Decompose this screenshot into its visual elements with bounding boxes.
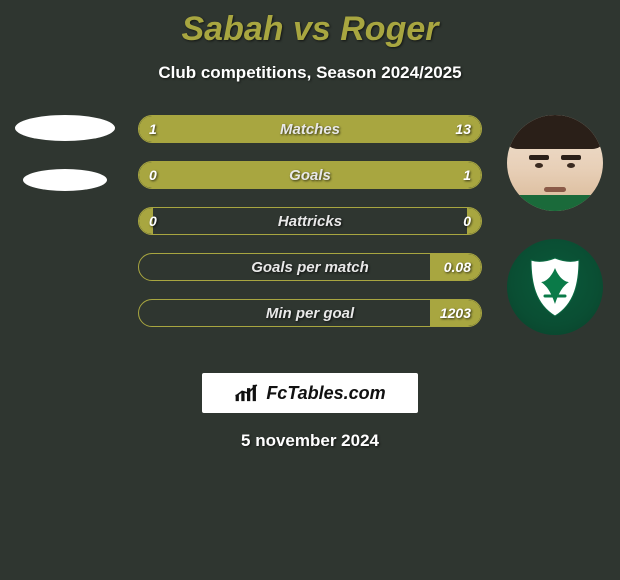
stat-value-left: 0	[149, 162, 157, 188]
left-player-avatar-placeholder	[15, 115, 115, 141]
left-player-column	[10, 115, 120, 219]
stat-value-right: 0	[463, 208, 471, 234]
branding-text: FcTables.com	[266, 383, 385, 404]
stat-row: Min per goal1203	[138, 299, 482, 327]
stat-value-right: 0.08	[444, 254, 471, 280]
bars-icon	[234, 383, 260, 403]
date-label: 5 november 2024	[0, 431, 620, 451]
page-title: Sabah vs Roger	[0, 0, 620, 49]
stat-row: Hattricks0 0	[138, 207, 482, 235]
stat-row: Matches1 13	[138, 115, 482, 143]
stat-value-right: 13	[455, 116, 471, 142]
stat-label: Matches	[139, 116, 481, 142]
stat-label: Min per goal	[139, 300, 481, 326]
branding-badge: FcTables.com	[202, 373, 418, 413]
stat-value-left: 1	[149, 116, 157, 142]
stat-value-right: 1203	[440, 300, 471, 326]
left-club-badge-placeholder	[23, 169, 107, 191]
right-player-column	[500, 115, 610, 363]
stat-value-left: 0	[149, 208, 157, 234]
stat-row: Goals per match0.08	[138, 253, 482, 281]
subtitle: Club competitions, Season 2024/2025	[0, 63, 620, 83]
right-player-avatar	[507, 115, 603, 211]
stat-bars: Matches113Goals01Hattricks00Goals per ma…	[138, 115, 482, 345]
right-club-badge	[507, 239, 603, 335]
stat-row: Goals0 1	[138, 161, 482, 189]
stat-label: Goals per match	[139, 254, 481, 280]
stat-label: Goals	[139, 162, 481, 188]
stat-label: Hattricks	[139, 208, 481, 234]
stat-value-right: 1	[463, 162, 471, 188]
